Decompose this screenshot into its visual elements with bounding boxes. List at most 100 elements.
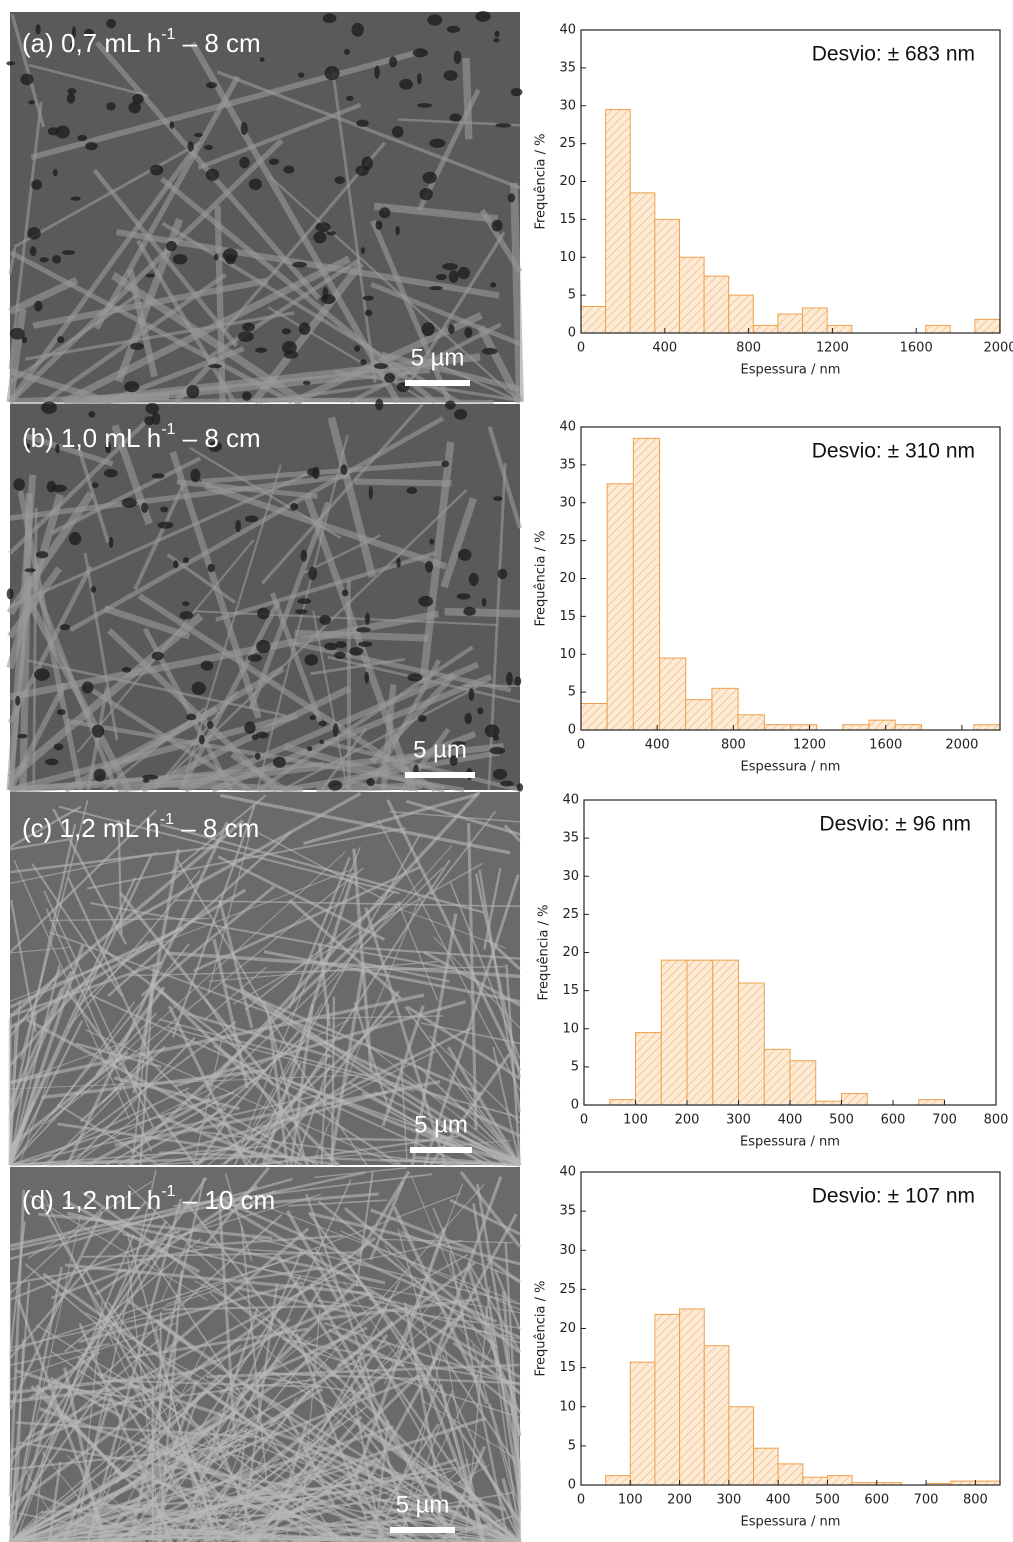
pore [24, 568, 36, 573]
fiber [9, 1246, 209, 1285]
fiber [8, 855, 153, 1155]
pore [328, 780, 343, 791]
fiber [29, 1195, 208, 1301]
fiber [43, 890, 155, 1129]
fiber [369, 1208, 476, 1253]
fiber [38, 1212, 273, 1240]
fiber [9, 1012, 158, 1166]
fiber [116, 229, 500, 299]
pore [375, 398, 384, 411]
fiber [397, 1228, 484, 1542]
bar [802, 1476, 828, 1486]
fiber [78, 1322, 174, 1542]
fiber [246, 1373, 420, 1542]
pore [396, 557, 401, 568]
pore [257, 607, 270, 620]
fiber [185, 1091, 319, 1166]
y-tick-label: 20 [559, 1321, 576, 1336]
pore [335, 641, 347, 649]
x-tick-label: 400 [766, 1493, 791, 1508]
pore [104, 469, 118, 478]
fiber [47, 1305, 388, 1542]
y-axis-label: Frequência / % [534, 1280, 549, 1376]
pore [300, 549, 308, 562]
fiber [9, 838, 69, 851]
fiber [106, 1416, 486, 1542]
pore [379, 207, 391, 219]
pore [29, 246, 37, 257]
fiber [491, 1336, 521, 1542]
fiber [97, 944, 236, 1049]
fiber [209, 1234, 344, 1246]
fiber [444, 607, 521, 618]
pore [39, 257, 49, 263]
pore [319, 614, 331, 626]
fiber [105, 1074, 262, 1166]
pore [6, 588, 14, 600]
fiber [103, 605, 191, 640]
pore [366, 778, 375, 787]
pore [256, 731, 269, 739]
pore [186, 384, 200, 399]
fiber [8, 823, 77, 1121]
pore [451, 741, 466, 747]
fiber [116, 792, 362, 930]
pore [500, 780, 514, 787]
fiber [25, 311, 295, 361]
fiber [9, 1501, 167, 1542]
pore [489, 746, 506, 755]
fiber [128, 965, 506, 977]
fiber [294, 629, 429, 642]
sem-texture [8, 1166, 522, 1542]
x-tick-label: 700 [932, 1113, 957, 1128]
pore [373, 363, 388, 370]
fiber [214, 1397, 298, 1542]
x-tick-label: 400 [778, 1113, 803, 1128]
pore [419, 187, 433, 201]
pore [151, 412, 161, 425]
bar [973, 724, 1001, 731]
fiber [185, 1201, 402, 1481]
fiber [8, 1211, 103, 1411]
fiber [97, 1378, 317, 1407]
pore [418, 595, 434, 607]
y-tick-label: 0 [568, 1478, 576, 1493]
fiber [254, 1371, 521, 1385]
fiber [352, 848, 373, 1071]
pore [417, 714, 427, 723]
pore [481, 597, 487, 607]
fiber [159, 1151, 521, 1167]
fiber [355, 1510, 381, 1542]
fiber [486, 937, 522, 971]
bar [728, 1406, 755, 1486]
fiber [182, 464, 282, 785]
pore [313, 231, 327, 244]
x-tick-label: 1200 [793, 738, 826, 753]
y-tick-label: 5 [568, 288, 576, 303]
y-tick-label: 25 [559, 1282, 576, 1297]
fiber [252, 859, 451, 1166]
annotation: Desvio: ± 683 nm [812, 43, 975, 66]
fiber [250, 1504, 339, 1542]
fiber [483, 868, 502, 950]
y-tick-label: 10 [559, 1399, 576, 1414]
fiber [9, 1171, 366, 1251]
pore [364, 671, 370, 684]
fiber [9, 1161, 59, 1166]
fiber [87, 1097, 211, 1167]
fiber [414, 1292, 521, 1339]
pore [53, 743, 64, 751]
pore [454, 408, 468, 420]
y-tick-label: 30 [562, 869, 579, 884]
pore [453, 50, 462, 64]
pore [150, 164, 164, 176]
fiber [429, 810, 497, 896]
pore [322, 287, 329, 300]
pore [446, 25, 461, 33]
pore [391, 125, 404, 138]
fiber [320, 1297, 479, 1321]
pore [57, 336, 65, 344]
fiber [7, 566, 63, 639]
fiber [472, 1203, 522, 1500]
fiber [9, 805, 82, 848]
